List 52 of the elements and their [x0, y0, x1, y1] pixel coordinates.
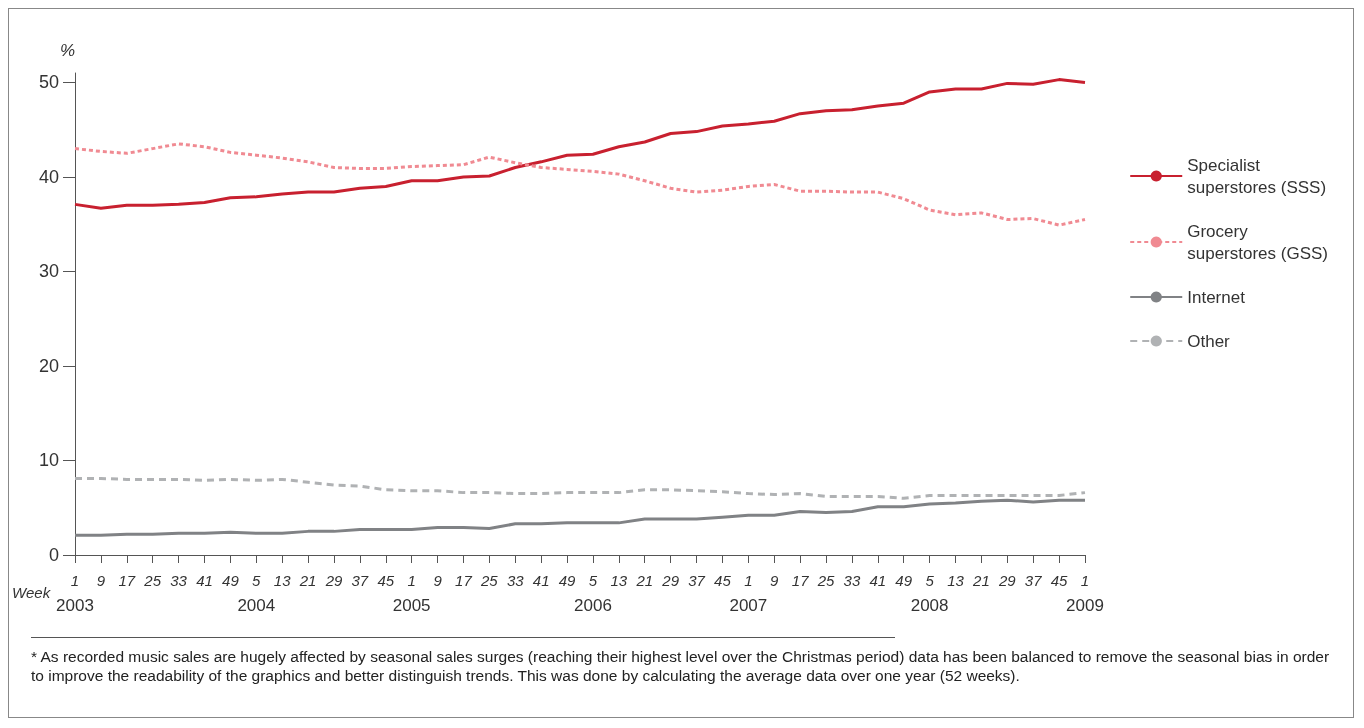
line-series — [73, 78, 1087, 210]
x-tick-label: 17 — [455, 571, 473, 589]
line-series — [73, 142, 1087, 227]
x-tick-label: 21 — [635, 571, 654, 589]
x-tick-label: 13 — [273, 571, 292, 589]
x-tick-label: 17 — [118, 571, 136, 589]
legend-label: Grocery superstores (GSS) — [1187, 221, 1328, 263]
x-tick-label: 21 — [298, 571, 317, 589]
x-tick-label: 25 — [480, 571, 499, 589]
x-tick-label: 17 — [791, 571, 810, 589]
y-tick-label: 0 — [48, 545, 59, 565]
x-tick-label: 13 — [947, 571, 965, 589]
x-tick-label: 45 — [714, 571, 732, 589]
x-tick-label: 21 — [972, 571, 990, 589]
x-tick-label: 41 — [196, 571, 213, 589]
x-tick-label: 9 — [433, 571, 443, 589]
y-tick-label: 20 — [38, 355, 59, 376]
x-tick-label: 33 — [170, 571, 188, 589]
x-axis-title: Week — [12, 584, 52, 601]
x-tick-label: 5 2006 — [574, 571, 612, 615]
legend-label: Other — [1187, 331, 1231, 351]
y-tick-label: 40 — [38, 166, 59, 187]
x-tick-label: 37 — [351, 571, 369, 589]
x-tick-label: 25 — [143, 571, 162, 589]
x-tick-label: 29 — [661, 571, 680, 589]
x-tick-label: 49 — [895, 571, 913, 589]
x-tick-label: 45 — [1050, 571, 1069, 589]
x-tick-label: 33 — [843, 571, 861, 589]
x-tick-label: 33 — [506, 571, 525, 589]
legend-label: Specialist superstores (SSS) — [1187, 155, 1327, 197]
x-tick-label: 13 — [610, 571, 628, 589]
y-tick-label: 50 — [38, 72, 59, 93]
y-tick-label: 10 — [38, 450, 59, 471]
y-axis-title: % — [59, 41, 75, 60]
x-tick-label: 49 — [222, 571, 240, 589]
x-tick-label: 25 — [816, 571, 836, 589]
x-tick-label: 41 — [532, 571, 550, 589]
text: * As recorded music sales are hugely affected by seasonal sales surges (reaching their highest level over the Christmas period) data has been balanced to remove the seasonal bias in order to improve the readability of the graphics and better distinguish trends. This was done by calculating the average data over one year (52 weeks). — [31, 647, 1331, 685]
x-tick-label: 9 — [96, 571, 106, 589]
x-tick-label: 45 — [377, 571, 395, 589]
x-tick-label: 37 — [688, 571, 706, 589]
legend-label: Internet — [1187, 287, 1246, 307]
line-series — [73, 476, 1087, 500]
x-tick-label: 29 — [324, 571, 343, 589]
x-tick-label: 49 — [558, 571, 577, 589]
x-tick-label: 29 — [997, 571, 1017, 589]
line-series — [73, 498, 1087, 537]
x-tick-label: 1 2003 — [56, 571, 94, 615]
x-tick-label: 37 — [1024, 571, 1043, 589]
y-tick-label: 30 — [38, 261, 59, 282]
x-tick-label: 9 — [770, 571, 780, 589]
x-tick-label: 41 — [869, 571, 887, 589]
